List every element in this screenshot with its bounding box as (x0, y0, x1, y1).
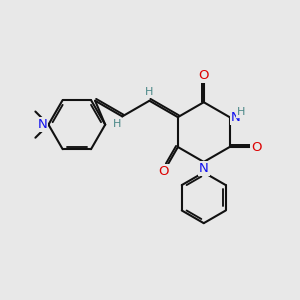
Text: H: H (113, 119, 121, 129)
Text: H: H (145, 87, 153, 98)
Text: O: O (199, 69, 209, 82)
Text: H: H (237, 107, 245, 117)
Text: O: O (251, 140, 262, 154)
Text: N: N (38, 118, 47, 131)
Text: O: O (159, 165, 169, 178)
Text: N: N (199, 162, 208, 175)
Text: N: N (231, 111, 241, 124)
